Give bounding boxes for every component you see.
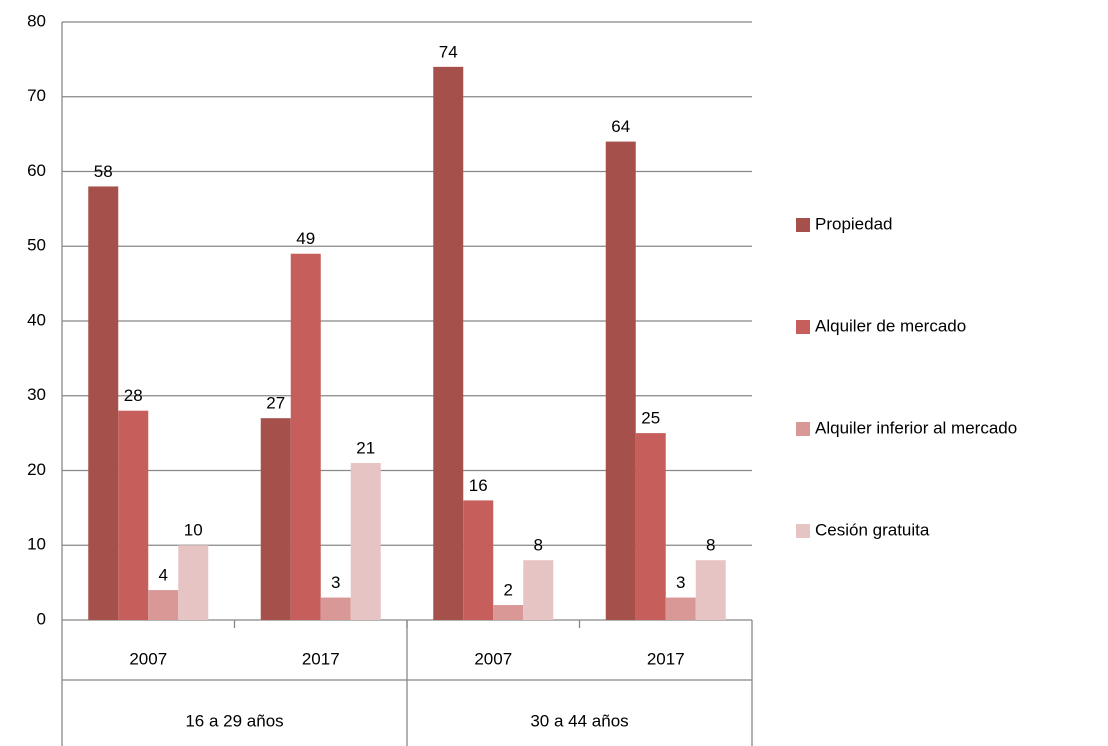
bar: [290, 253, 321, 620]
y-tick-label: 10: [27, 535, 46, 554]
bar: [320, 597, 351, 620]
x-tick-label: 2017: [647, 649, 685, 668]
data-label: 8: [706, 536, 715, 555]
y-tick-label: 0: [37, 609, 46, 628]
x-tick-label: 2007: [129, 649, 167, 668]
y-tick-label: 30: [27, 385, 46, 404]
data-label: 64: [611, 117, 630, 136]
legend-label: Propiedad: [815, 214, 893, 233]
bar: [695, 560, 726, 620]
y-tick-label: 20: [27, 460, 46, 479]
data-label: 3: [331, 573, 340, 592]
data-label: 25: [641, 409, 660, 428]
data-label: 49: [296, 229, 315, 248]
data-label: 4: [159, 566, 168, 585]
y-tick-label: 40: [27, 310, 46, 329]
data-label: 74: [439, 42, 458, 61]
data-label: 3: [676, 573, 685, 592]
bar: [88, 186, 119, 620]
data-label: 2: [504, 581, 513, 600]
bar: [665, 597, 696, 620]
data-label: 27: [266, 394, 285, 413]
bar: [433, 66, 464, 621]
bar: [178, 545, 209, 620]
data-label: 21: [356, 439, 375, 458]
legend-swatch: [796, 524, 810, 538]
bar: [118, 410, 149, 620]
legend-swatch: [796, 320, 810, 334]
legend-label: Cesión gratuita: [815, 520, 930, 539]
legend-swatch: [796, 218, 810, 232]
data-label: 8: [534, 536, 543, 555]
y-tick-label: 60: [27, 161, 46, 180]
bar: [635, 433, 666, 620]
group-label: 30 a 44 años: [530, 711, 628, 730]
bar: [260, 418, 291, 620]
bar: [493, 605, 524, 620]
x-tick-label: 2007: [474, 649, 512, 668]
bar: [350, 463, 381, 620]
data-label: 28: [124, 386, 143, 405]
y-tick-label: 80: [27, 11, 46, 30]
y-tick-label: 70: [27, 86, 46, 105]
y-tick-label: 50: [27, 236, 46, 255]
x-tick-label: 2017: [302, 649, 340, 668]
legend-label: Alquiler de mercado: [815, 316, 966, 335]
bar: [148, 590, 179, 620]
legend-swatch: [796, 422, 810, 436]
group-label: 16 a 29 años: [185, 711, 283, 730]
data-label: 58: [94, 162, 113, 181]
data-label: 10: [184, 521, 203, 540]
bar: [463, 500, 494, 620]
bar: [605, 141, 636, 620]
data-label: 16: [469, 476, 488, 495]
bar: [523, 560, 554, 620]
legend-label: Alquiler inferior al mercado: [815, 418, 1017, 437]
